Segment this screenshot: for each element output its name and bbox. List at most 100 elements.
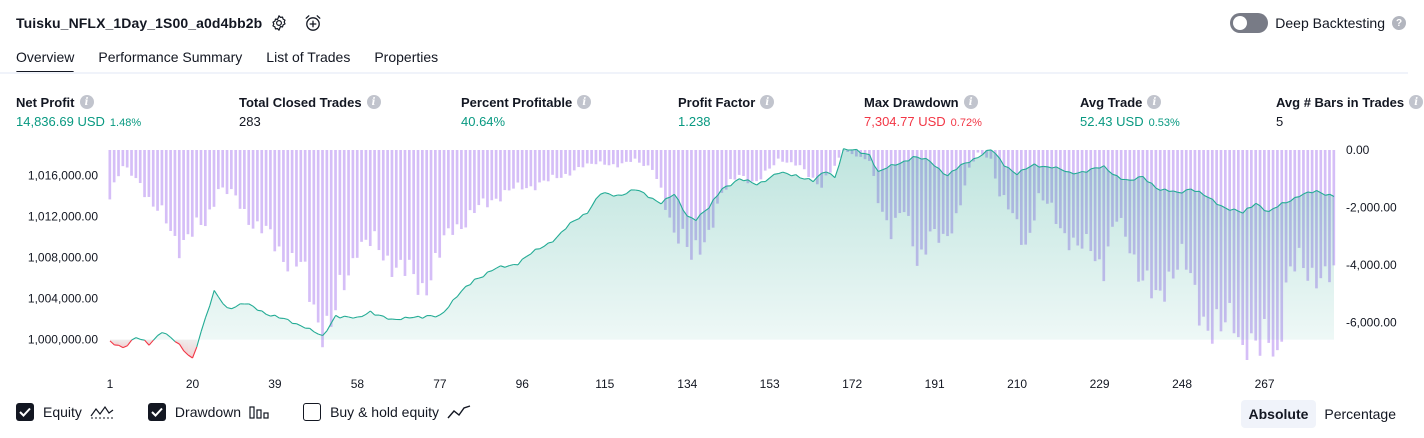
metric-label: Avg Trade <box>1080 95 1142 110</box>
drawdown-bar <box>799 150 802 165</box>
equity-line-segment <box>405 317 409 318</box>
drawdown-bar <box>608 150 611 165</box>
metric-value: 7,304.77 USD <box>864 114 946 129</box>
drawdown-bar <box>651 150 654 170</box>
equity-negative-fill <box>188 340 192 358</box>
info-icon[interactable]: i <box>577 95 591 109</box>
x-axis-tick: 210 <box>1007 377 1027 391</box>
help-icon[interactable]: ? <box>1392 16 1406 30</box>
equity-line-segment <box>891 165 895 166</box>
info-icon[interactable]: i <box>760 95 774 109</box>
info-icon[interactable]: i <box>80 95 94 109</box>
drawdown-bar <box>530 150 533 186</box>
metric-avg-trade: Avg Trade i 52.43 USD 0.53% <box>1080 94 1180 130</box>
drawdown-bar <box>182 150 185 240</box>
drawdown-bar <box>178 150 181 258</box>
metric-percent-profitable: Percent Profitable i 40.64% <box>461 94 591 130</box>
x-axis-tick: 96 <box>516 377 530 391</box>
bars-icon <box>249 405 269 419</box>
drawdown-bar <box>135 150 138 178</box>
drawdown-bar <box>551 150 554 175</box>
metric-value: 283 <box>239 114 261 129</box>
drawdown-bar <box>326 150 329 316</box>
info-icon[interactable]: i <box>964 95 978 109</box>
gear-icon[interactable] <box>268 12 290 34</box>
drawdown-bar <box>599 150 602 161</box>
drawdown-bar <box>126 150 129 168</box>
drawdown-bar <box>807 150 810 177</box>
drawdown-bar <box>456 150 459 224</box>
drawdown-bar <box>213 150 216 207</box>
tab-properties[interactable]: Properties <box>374 44 438 74</box>
x-axis-tick: 172 <box>842 377 862 391</box>
info-icon[interactable]: i <box>1147 95 1161 109</box>
drawdown-bar <box>269 150 272 229</box>
drawdown-bar <box>256 150 259 221</box>
drawdown-bar <box>482 150 485 198</box>
drawdown-bar <box>812 150 815 178</box>
metric-label: Avg # Bars in Trades <box>1276 95 1404 110</box>
equity-line-segment <box>1295 197 1299 198</box>
drawdown-bar <box>642 150 645 166</box>
equity-checkbox[interactable] <box>16 403 34 421</box>
equity-line-segment <box>140 339 144 340</box>
left-axis-tick: 1,000,000.00 <box>28 333 98 347</box>
drawdown-bar <box>425 150 428 295</box>
drawdown-bar <box>122 150 125 166</box>
buy-hold-checkbox[interactable] <box>303 403 321 421</box>
tab-list-of-trades[interactable]: List of Trades <box>266 44 350 74</box>
drawdown-bar <box>308 150 311 302</box>
equity-line-segment <box>987 150 991 151</box>
legend-buy-hold[interactable]: Buy & hold equity <box>303 403 471 421</box>
drawdown-bar <box>391 150 394 277</box>
drawdown-bar <box>430 150 433 280</box>
equity-negative-fill <box>114 340 118 346</box>
legend-drawdown[interactable]: Drawdown <box>148 403 269 421</box>
drawdown-bar <box>794 150 797 166</box>
legend-label: Drawdown <box>175 404 241 420</box>
absolute-button[interactable]: Absolute <box>1241 400 1317 428</box>
tab-performance-summary[interactable]: Performance Summary <box>98 44 242 74</box>
drawdown-bar <box>408 150 411 260</box>
x-axis-tick: 191 <box>925 377 945 391</box>
drawdown-bar <box>538 150 541 182</box>
drawdown-bar <box>230 150 233 189</box>
left-axis-tick: 1,008,000.00 <box>28 251 98 265</box>
line-trend-icon <box>447 405 471 419</box>
info-icon[interactable]: i <box>367 95 381 109</box>
info-icon[interactable]: i <box>1409 95 1423 109</box>
metric-net-profit: Net Profit i 14,836.69 USD 1.48% <box>16 94 141 130</box>
drawdown-bar <box>556 150 559 178</box>
drawdown-bar <box>369 150 372 246</box>
drawdown-bar <box>373 150 376 231</box>
metric-label: Total Closed Trades <box>239 95 362 110</box>
equity-line-segment <box>410 317 414 318</box>
drawdown-bar <box>621 150 624 163</box>
drawdown-bar <box>165 150 168 223</box>
drawdown-bar <box>330 150 333 327</box>
drawdown-bar <box>451 150 454 235</box>
drawdown-bar <box>508 150 511 190</box>
tab-overview[interactable]: Overview <box>16 44 74 74</box>
drawdown-bar <box>312 150 315 304</box>
equity-drawdown-chart[interactable]: 1,016,000.00 1,012,000.00 1,008,000.00 1,00… <box>0 140 1424 396</box>
metric-label: Max Drawdown <box>864 95 959 110</box>
deep-backtesting-toggle[interactable] <box>1230 13 1268 33</box>
drawdown-bar <box>421 150 424 283</box>
drawdown-bar <box>343 150 346 290</box>
alarm-clock-plus-icon[interactable] <box>302 12 324 34</box>
percentage-button[interactable]: Percentage <box>1316 400 1404 428</box>
drawdown-bar <box>781 150 784 162</box>
drawdown-bar <box>191 150 194 237</box>
equity-line-segment <box>1039 166 1043 167</box>
drawdown-checkbox[interactable] <box>148 403 166 421</box>
equity-line-segment <box>1065 171 1069 172</box>
drawdown-bar <box>499 150 502 201</box>
drawdown-bar <box>625 150 628 162</box>
right-axis-tick: -4,000.00 <box>1346 258 1397 272</box>
legend-equity[interactable]: Equity <box>16 403 114 421</box>
drawdown-bar <box>317 150 320 322</box>
drawdown-bar <box>399 150 402 260</box>
drawdown-bar <box>321 150 324 347</box>
drawdown-bar <box>977 150 980 153</box>
